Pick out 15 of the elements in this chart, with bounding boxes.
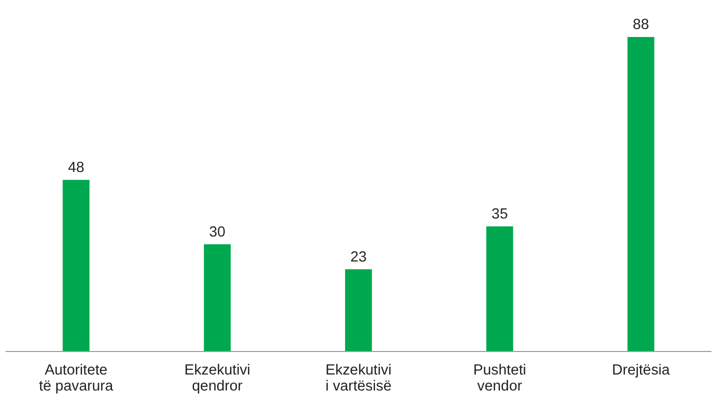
bar [62,180,90,352]
bar [345,269,372,352]
x-tick-label: Autoritete të pavarura [39,362,114,394]
x-tick-label: Ekzekutivi i vartësisë [326,362,392,394]
data-label: 35 [492,206,508,222]
data-label: 88 [632,16,650,33]
data-label: 23 [350,249,367,266]
x-tick-label: Pushteti vendor [473,362,526,394]
bar [627,36,654,352]
data-label: 30 [209,224,226,240]
x-tick-label: Drejtësia [612,362,671,378]
bar [486,226,514,352]
x-tick-label: Ekzekutivi qendror [184,362,250,394]
bar [204,244,231,352]
data-label: 48 [68,160,84,176]
